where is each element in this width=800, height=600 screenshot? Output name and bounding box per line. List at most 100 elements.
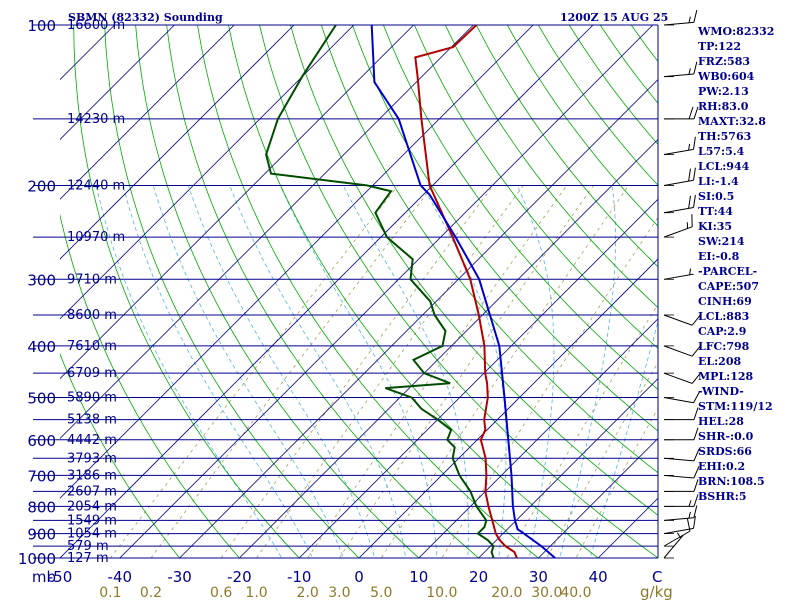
sounding-index-item: SI:0.5	[698, 190, 735, 203]
temperature-tick-label: -30	[167, 568, 192, 586]
wind-barb-half-flag	[688, 16, 691, 23]
wind-barb-flag	[686, 518, 691, 532]
isotherm-line	[60, 25, 474, 439]
dry-adiabat-line	[352, 25, 658, 432]
wind-barb-flag	[688, 195, 691, 209]
isotherm-line	[298, 198, 658, 558]
moist-adiabat-line	[229, 185, 407, 558]
wind-barb-half-flag	[676, 532, 682, 539]
height-label: 10970 m	[67, 230, 125, 245]
chart-title: SBMN (82332) Sounding	[68, 11, 223, 24]
sounding-index-item: TP:122	[698, 40, 742, 53]
height-label: 579 m	[67, 539, 109, 554]
sounding-index-item: EI:-0.8	[698, 250, 740, 263]
sounding-index-item: HEL:28	[698, 415, 744, 428]
mixing-ratio-label: 0.1	[99, 585, 121, 600]
moist-adiabat-line	[152, 185, 344, 558]
wind-barb-flag	[691, 315, 701, 326]
wind-barb-flag	[693, 391, 701, 403]
wind-barb-flag	[693, 61, 698, 75]
wind-barb-flag	[693, 194, 696, 208]
sounding-index-item: CAPE:507	[698, 280, 759, 293]
wind-barb	[663, 194, 696, 214]
wind-barb	[663, 505, 698, 521]
height-label: 1549 m	[67, 513, 117, 528]
pressure-tick-label: 800	[27, 498, 56, 516]
isotherm-line	[60, 25, 414, 380]
dry-adiabat-line	[414, 25, 658, 349]
sounding-index-item: CAP:2.9	[698, 325, 747, 338]
wind-barb	[664, 407, 699, 421]
wind-barb-flag	[693, 466, 700, 479]
dry-adiabat-line	[259, 25, 658, 558]
parcel-profile	[370, 25, 556, 558]
wind-barb-flag	[693, 515, 696, 529]
sounding-index-item: EHI:0.2	[698, 460, 746, 473]
wind-barb-flag	[693, 449, 700, 462]
isotherm-line	[60, 25, 534, 499]
isobars	[33, 24, 659, 559]
moist-adiabats	[95, 185, 658, 558]
wind-barb	[663, 314, 701, 326]
pressure-tick-label: 400	[27, 338, 56, 356]
height-label: 8600 m	[67, 308, 117, 323]
sounding-index-item: WMO:82332	[698, 25, 775, 38]
mixing-ratio-label: 40.0	[560, 585, 591, 600]
isotherm-line	[358, 258, 658, 558]
wind-barb-shaft	[663, 372, 693, 384]
sounding-index-item: KI:35	[698, 220, 733, 233]
dewpoint-profile	[265, 25, 495, 558]
isotherm-line	[119, 25, 654, 558]
sounding-index-item: L57:5.4	[698, 145, 745, 158]
profile-lines	[265, 25, 556, 558]
wind-barb-flag	[691, 345, 701, 357]
wind-barb-flag	[693, 9, 698, 23]
sounding-index-item: LCL:944	[698, 160, 750, 173]
sounding-index-item: MAXT:32.8	[698, 115, 766, 128]
pressure-tick-label: 300	[27, 271, 56, 289]
sounding-index-item: BSHR:5	[698, 490, 747, 503]
dry-adiabat-line	[197, 25, 540, 558]
isotherm-line	[538, 437, 658, 558]
sounding-index-item: LI:-1.4	[698, 175, 739, 188]
wind-barb-shaft	[663, 527, 694, 535]
wind-barb	[663, 518, 691, 547]
isotherm-line	[60, 25, 235, 200]
wind-barb-flag	[693, 494, 699, 507]
dry-adiabat-line	[60, 213, 240, 558]
wind-barb-flag	[688, 168, 691, 182]
wind-barb-shaft	[663, 314, 693, 326]
isotherm-line	[60, 25, 594, 558]
sounding-index-item: SHR-:0.0	[698, 430, 754, 443]
dry-adiabat-line	[475, 25, 658, 268]
temperature-tick-label: -50	[48, 568, 73, 586]
moist-adiabat-line	[516, 185, 555, 558]
dry-adiabat-line	[60, 353, 181, 558]
wind-barb-half-flag	[688, 500, 692, 507]
wind-barb	[663, 515, 696, 535]
pressure-tick-label: 200	[27, 177, 56, 195]
mixing-ratio-label: 30.0	[531, 585, 562, 600]
mixing-ratio-label: 10.0	[426, 585, 457, 600]
mixing-ratio-label: 0.6	[210, 585, 232, 600]
temperature-profile	[414, 25, 518, 558]
wind-barb-flag	[693, 479, 699, 492]
mixing-ratio-label: 1.0	[245, 585, 267, 600]
wind-barb	[663, 9, 698, 26]
dry-adiabat-line	[135, 25, 420, 558]
sounding-index-item: LFC:798	[698, 340, 750, 353]
dry-adiabat-line	[166, 25, 480, 558]
mixing-ratio-line	[380, 185, 630, 558]
wind-barb-shaft	[663, 474, 694, 479]
height-label: 3793 m	[67, 451, 117, 466]
height-label: 5138 m	[67, 413, 117, 428]
wind-barb-flag	[693, 505, 698, 518]
isotherm-line	[478, 378, 658, 558]
pressure-unit-label: mb	[32, 568, 56, 586]
sounding-index-item: LCL:883	[698, 310, 750, 323]
height-label: 12440 m	[67, 178, 125, 193]
sounding-index-item: STM:119/12	[698, 400, 773, 413]
